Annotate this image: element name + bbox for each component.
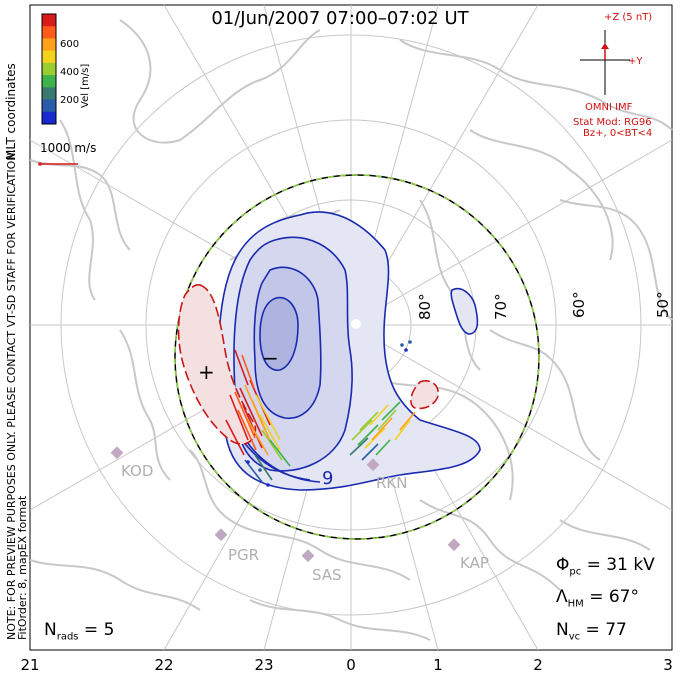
stat-nvc-symbol: N bbox=[556, 620, 569, 640]
stat-nrads: Nrads = 5 bbox=[44, 620, 114, 642]
colorbar-tick-400: 400 bbox=[60, 67, 80, 78]
stat-phi-value: = 31 kV bbox=[586, 555, 655, 575]
heppner-maynard-boundary-dash bbox=[174, 174, 540, 540]
mlt-label-0: 0 bbox=[346, 656, 356, 674]
reference-vector bbox=[38, 162, 78, 166]
colorbar-swatch bbox=[42, 75, 56, 88]
coords-note: MLT coordinates bbox=[4, 63, 18, 160]
colorbar-tick-600: 600 bbox=[60, 39, 80, 50]
stat-nrads-symbol: N bbox=[44, 620, 57, 640]
stat-nvc: Nvc = 77 bbox=[556, 620, 627, 642]
lat-label-80: 80° bbox=[416, 293, 434, 320]
colorbar-swatch bbox=[42, 99, 56, 113]
stat-phi-pc: Φpc = 31 kV bbox=[556, 555, 655, 577]
station-markers bbox=[110, 446, 461, 563]
mlt-label-3: 3 bbox=[663, 656, 673, 674]
stat-phi-symbol: Φ bbox=[556, 555, 570, 575]
velocity-vectors bbox=[225, 340, 416, 487]
mlt-label-21: 21 bbox=[20, 656, 40, 674]
vector-cluster-dawn bbox=[225, 349, 291, 487]
stat-nrads-value: = 5 bbox=[83, 620, 115, 640]
negative-cell bbox=[217, 211, 481, 491]
stat-nrads-sub: rads bbox=[56, 631, 79, 643]
colorbar-tick-200: 200 bbox=[60, 95, 80, 106]
velocity-colorbar bbox=[41, 13, 57, 125]
imf-clock bbox=[580, 30, 630, 95]
lat-label-70: 70° bbox=[492, 293, 510, 320]
colorbar-swatch bbox=[42, 87, 56, 101]
colorbar-label: Vel [m/s] bbox=[80, 63, 91, 108]
imf-condition: Bz+, 0<BT<4 bbox=[583, 128, 653, 139]
mlt-label-1: 1 bbox=[433, 656, 443, 674]
stat-lambda-hm: ΛHM = 67° bbox=[556, 587, 639, 609]
mlt-label-2: 2 bbox=[533, 656, 543, 674]
negative-cell-center: − bbox=[262, 346, 279, 370]
colorbar-swatch bbox=[42, 38, 56, 52]
station-kap: KAP bbox=[460, 554, 489, 572]
stat-nvc-value: = 77 bbox=[585, 620, 627, 640]
positive-cell bbox=[177, 284, 440, 445]
mlt-label-22: 22 bbox=[154, 656, 174, 674]
stat-lambda-sub: HM bbox=[567, 598, 584, 610]
colorbar-swatch bbox=[42, 26, 56, 39]
station-kod: KOD bbox=[121, 462, 154, 480]
lat-label-50: 50° bbox=[654, 291, 672, 318]
fit-order-note: FitOrder: 8, mapEX format bbox=[16, 495, 29, 640]
colorbar-swatch bbox=[42, 111, 56, 125]
contour-value-label: 9 bbox=[322, 468, 334, 489]
map-title: 01/Jun/2007 07:00–07:02 UT bbox=[211, 8, 469, 29]
imf-source: OMNI IMF bbox=[585, 102, 633, 113]
lat-label-60: 60° bbox=[570, 291, 588, 318]
stat-lambda-symbol: Λ bbox=[556, 587, 568, 607]
imf-y-label: +Y bbox=[628, 56, 643, 67]
imf-z-label: +Z (5 nT) bbox=[604, 12, 653, 23]
stat-nvc-sub: vc bbox=[568, 631, 581, 643]
station-sas: SAS bbox=[312, 566, 342, 584]
mlt-label-23: 23 bbox=[254, 656, 274, 674]
reference-vector-label: 1000 m/s bbox=[40, 141, 97, 155]
vector-cluster-dusk bbox=[349, 340, 416, 467]
positive-cell-center: + bbox=[198, 360, 215, 384]
colorbar-swatch bbox=[42, 62, 56, 76]
colorbar-border bbox=[41, 13, 57, 125]
stat-phi-sub: pc bbox=[569, 566, 582, 578]
station-rkn: RKN bbox=[376, 474, 408, 492]
imf-model: Stat Mod: RG96 bbox=[573, 117, 652, 128]
stat-lambda-value: = 67° bbox=[589, 587, 639, 607]
colorbar-swatch bbox=[42, 50, 56, 64]
colorbar-swatch bbox=[42, 14, 56, 27]
station-pgr: PGR bbox=[228, 546, 260, 564]
pole-marker bbox=[351, 319, 361, 329]
